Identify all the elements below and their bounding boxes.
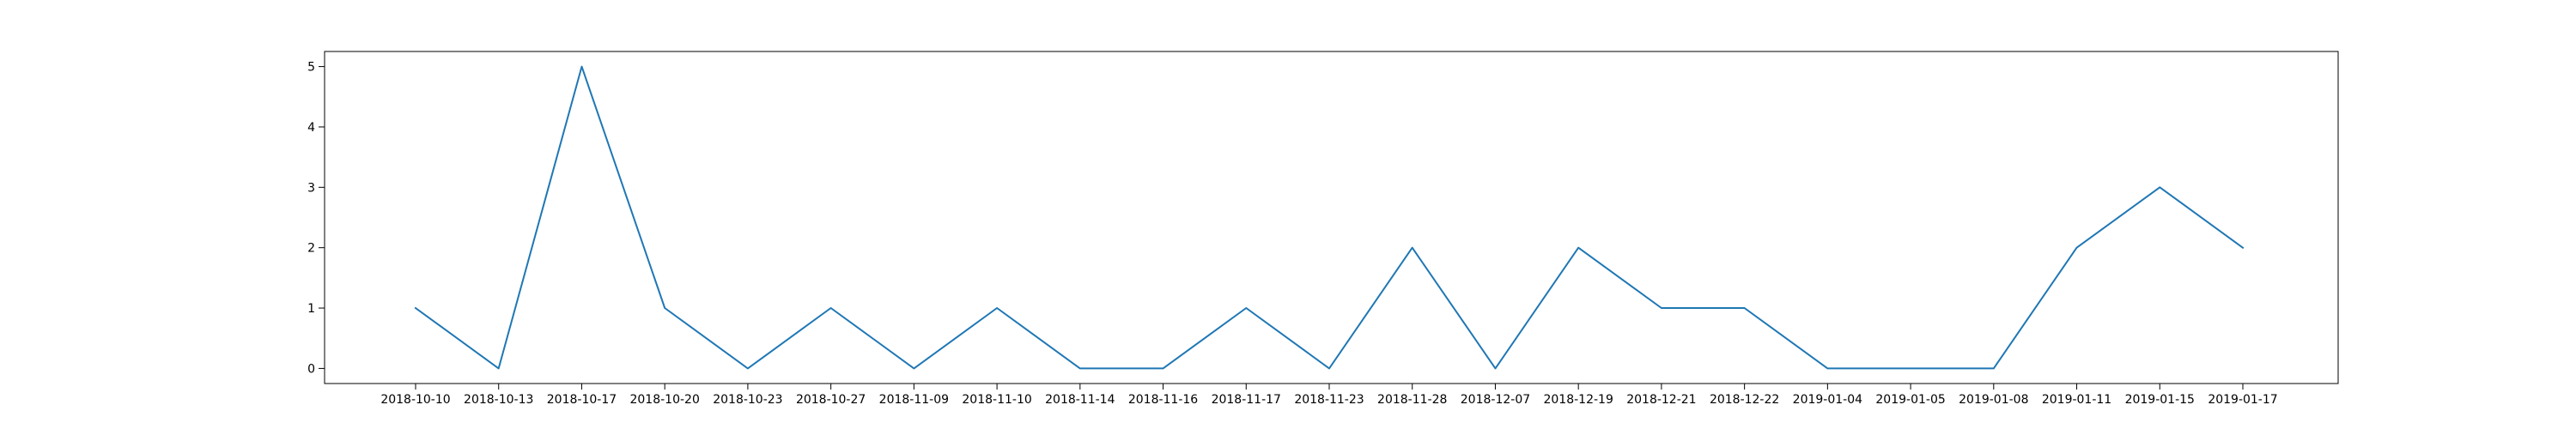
x-tick-label: 2019-01-04: [1793, 393, 1862, 407]
x-tick-label: 2019-01-05: [1875, 393, 1945, 407]
x-tick-label: 2018-11-23: [1294, 393, 1364, 407]
y-tick-label: 2: [307, 242, 315, 256]
x-tick-label: 2018-10-23: [713, 393, 782, 407]
x-tick-label: 2018-12-22: [1710, 393, 1779, 407]
x-tick-label: 2018-11-28: [1377, 393, 1447, 407]
y-tick-label: 4: [307, 121, 315, 135]
x-tick-label: 2019-01-15: [2125, 393, 2195, 407]
line-layer: [414, 65, 2245, 370]
x-tick-label: 2018-11-14: [1045, 393, 1115, 407]
series-line: [414, 65, 2245, 370]
x-tick-label: 2018-12-21: [1626, 393, 1696, 407]
ticks-layer: 0 1 2 3 4 5 2018-10-10 2018-10-13 2018-10-17 2018…: [307, 61, 2278, 407]
x-tick-label: 2018-10-13: [464, 393, 533, 407]
x-tick-label: 2018-11-16: [1128, 393, 1198, 407]
x-tick-label: 2018-10-17: [547, 393, 617, 407]
plot-area-frame: [324, 51, 2339, 384]
x-tick-label: 2018-10-27: [796, 393, 866, 407]
y-tick-label: 1: [307, 302, 315, 316]
x-tick-label: 2018-12-19: [1543, 393, 1613, 407]
x-tick-label: 2019-01-17: [2208, 393, 2277, 407]
y-tick-label: 0: [307, 362, 315, 376]
x-tick-label: 2018-11-10: [962, 393, 1031, 407]
x-tick-label: 2019-01-08: [1959, 393, 2028, 407]
x-tick-label: 2018-10-10: [380, 393, 450, 407]
x-tick-label: 2019-01-11: [2042, 393, 2111, 407]
y-tick-label: 3: [307, 181, 315, 195]
y-tick-label: 5: [307, 61, 315, 75]
x-tick-label: 2018-12-07: [1461, 393, 1530, 407]
x-tick-label: 2018-10-20: [629, 393, 699, 407]
x-tick-label: 2018-11-09: [879, 393, 949, 407]
x-tick-label: 2018-11-17: [1212, 393, 1281, 407]
